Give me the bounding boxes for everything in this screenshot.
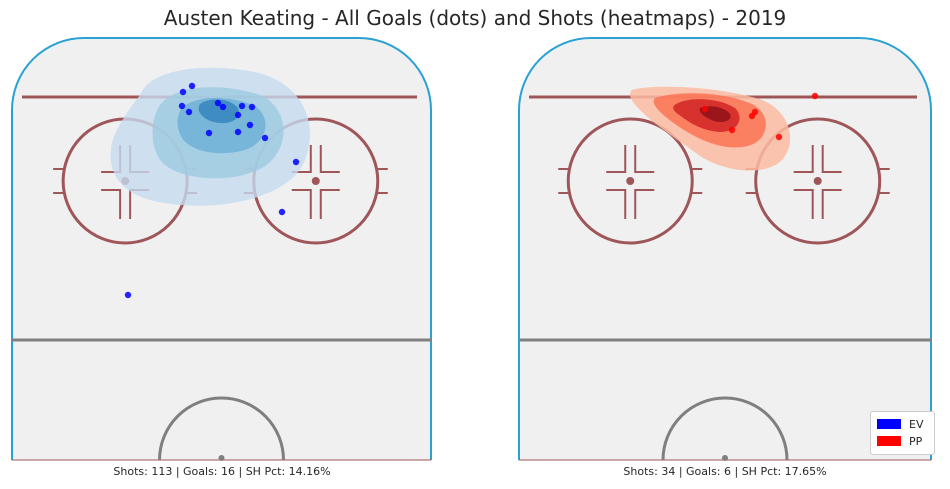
legend-swatch-pp xyxy=(877,436,901,446)
rink-boards xyxy=(11,37,432,460)
faceoff-hash xyxy=(319,145,340,173)
faceoff-hash xyxy=(821,145,842,173)
center-circle xyxy=(661,396,789,461)
goal-dot xyxy=(248,103,256,111)
faceoff-circle xyxy=(754,117,882,245)
goal-dot xyxy=(179,88,187,96)
legend-item-pp: PP xyxy=(877,434,922,448)
goal-dot xyxy=(701,105,709,113)
rink-boards xyxy=(518,37,932,460)
goal-dot xyxy=(728,126,736,134)
faceoff-hash xyxy=(606,145,627,173)
faceoff-dot xyxy=(813,177,822,185)
faceoff-circle xyxy=(566,117,694,245)
legend-label-pp: PP xyxy=(909,434,923,448)
faceoff-hash xyxy=(634,189,655,219)
center-circle xyxy=(158,396,285,461)
goal-dot xyxy=(238,102,246,110)
faceoff-hash xyxy=(793,189,814,219)
goal-dot xyxy=(751,108,759,116)
goal-dot xyxy=(219,103,227,111)
legend-label-ev: EV xyxy=(909,417,924,431)
goal-dots xyxy=(124,82,819,299)
legend: EV PP xyxy=(870,411,935,455)
goal-dot xyxy=(205,129,213,137)
faceoff-hash xyxy=(291,145,312,173)
heatmap-pp xyxy=(630,86,791,171)
goal-dot xyxy=(185,108,193,116)
faceoff-hash xyxy=(634,145,655,173)
faceoff-hash xyxy=(291,189,312,219)
caption-pp-stats: Shots: 34 | Goals: 6 | SH Pct: 17.65% xyxy=(623,465,827,478)
goal-dot xyxy=(234,111,242,119)
heat-level xyxy=(198,99,239,124)
legend-swatch-ev xyxy=(877,419,901,429)
goal-dot xyxy=(246,121,254,129)
faceoff-hash xyxy=(101,189,122,219)
goal-dot xyxy=(775,133,783,141)
goal-dot xyxy=(214,99,222,107)
faceoff-hash xyxy=(606,189,627,219)
chart-title: Austen Keating - All Goals (dots) and Sh… xyxy=(163,6,787,30)
goal-dot xyxy=(178,102,186,110)
goal-dot xyxy=(292,158,300,166)
center-dot xyxy=(722,455,728,461)
rink-right xyxy=(518,37,932,461)
legend-item-ev: EV xyxy=(877,417,923,431)
center-dot xyxy=(218,455,225,461)
goal-dot xyxy=(234,128,242,136)
faceoff-hash xyxy=(793,145,814,173)
goal-dot xyxy=(188,82,196,90)
faceoff-hash xyxy=(319,189,340,219)
goal-dot xyxy=(124,291,132,299)
faceoff-dot xyxy=(311,177,320,185)
caption-ev-stats: Shots: 113 | Goals: 16 | SH Pct: 14.16% xyxy=(113,465,331,478)
goal-dot xyxy=(261,134,269,142)
faceoff-hash xyxy=(821,189,842,219)
goal-dot xyxy=(811,92,819,100)
goal-dot xyxy=(278,208,286,216)
rink-ice xyxy=(519,38,931,460)
faceoff-dot xyxy=(626,177,635,185)
